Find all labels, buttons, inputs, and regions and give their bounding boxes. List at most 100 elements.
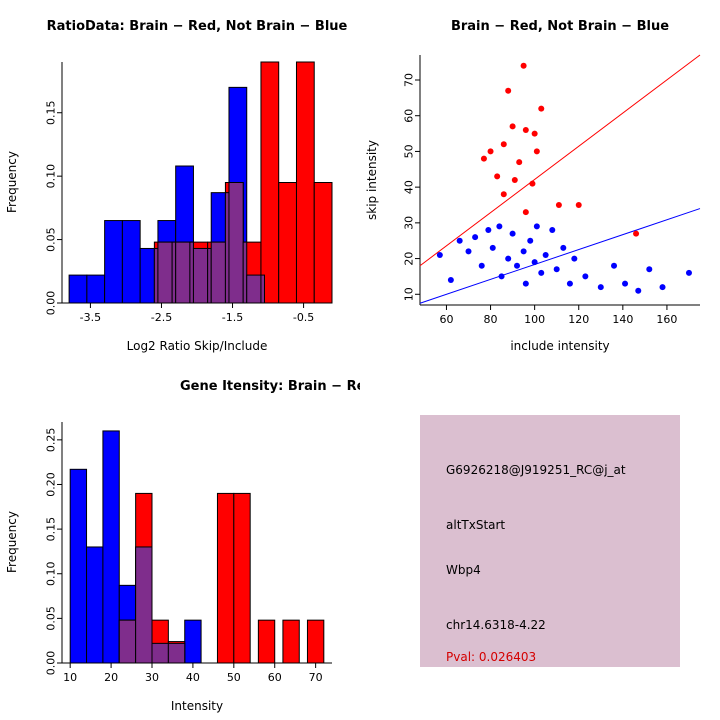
- x-tick-label: 80: [484, 313, 498, 326]
- hist-bar-overlap: [151, 642, 169, 664]
- scatter-point: [520, 248, 527, 255]
- scatter-point: [509, 123, 516, 130]
- y-tick-label: 0.10: [45, 561, 58, 586]
- ratio-x-axis-label: Log2 Ratio Skip/Include: [127, 339, 268, 353]
- scatter-point: [511, 177, 518, 183]
- regression-line: [419, 54, 701, 267]
- scatter-point: [447, 277, 454, 283]
- x-tick-label: -2.5: [151, 311, 172, 324]
- scatter-point: [633, 230, 640, 237]
- scatter-point: [571, 255, 578, 262]
- hist-bar-blue: [121, 220, 141, 304]
- scatter-point: [533, 223, 540, 230]
- hist-bar-red: [306, 619, 325, 664]
- x-tick-label: -0.5: [293, 311, 314, 324]
- y-tick-label: 50: [403, 144, 416, 158]
- y-tick-label: 0.00: [45, 291, 58, 316]
- scatter-point: [496, 223, 503, 230]
- probe-id-text: G6926218@J919251_RC@j_at: [446, 463, 626, 477]
- x-tick-label: 50: [227, 671, 241, 684]
- ratio-histogram-panel: RatioData: Brain − Red, Not Brain − Blue…: [5, 19, 348, 353]
- x-tick-label: 30: [145, 671, 159, 684]
- ratio-plot-area: -3.5 -2.5 -1.5 -0.5 0.00 0.05 0.10 0.15: [45, 61, 333, 324]
- chromosome-location-text: chr14.6318-4.22: [446, 618, 546, 632]
- ratio-chart-title: RatioData: Brain − Red, Not Brain − Blue: [47, 19, 348, 34]
- scatter-point: [456, 237, 463, 244]
- y-tick-label: 0.05: [45, 227, 58, 252]
- scatter-point: [522, 280, 529, 287]
- scatter-plot-area: 60 80 100 120 140 160 10 20 30 40 50 60 70: [403, 54, 701, 326]
- scatter-point: [514, 262, 521, 269]
- hist-bar-overlap: [118, 619, 137, 664]
- gene-x-axis-label: Intensity: [171, 699, 223, 713]
- hist-bar-red: [295, 61, 315, 304]
- hist-bar-red: [260, 61, 280, 304]
- hist-bar-red: [313, 182, 333, 304]
- hist-bar-overlap: [167, 642, 186, 664]
- scatter-point: [538, 269, 545, 276]
- hist-bar-overlap: [260, 274, 265, 304]
- hist-bar-overlap: [224, 192, 230, 304]
- hist-bar-blue: [68, 274, 88, 304]
- scatter-point: [538, 105, 545, 112]
- y-tick-label: 40: [403, 180, 416, 194]
- x-tick-label: -3.5: [80, 311, 101, 324]
- x-tick-label: 140: [612, 313, 633, 326]
- scatter-point: [685, 269, 692, 276]
- hist-bar-red: [216, 492, 235, 664]
- scatter-point: [575, 202, 582, 208]
- x-tick-label: 60: [439, 313, 453, 326]
- scatter-point: [622, 280, 629, 287]
- gene-histogram-panel: Gene Itensity: Brain − Red, Not Brain − …: [5, 379, 360, 713]
- hist-bar-overlap: [171, 241, 177, 304]
- scatter-point: [659, 284, 666, 291]
- scatter-point: [531, 259, 538, 266]
- scatter-point: [527, 237, 534, 244]
- scatter-point: [509, 230, 516, 237]
- hist-bar-overlap: [242, 241, 248, 304]
- scatter-panel: Brain − Red, Not Brain − Blue include in…: [365, 19, 701, 353]
- scatter-point: [480, 155, 487, 162]
- hist-bar-blue: [184, 619, 202, 664]
- x-tick-label: 70: [309, 671, 323, 684]
- hist-bar-overlap: [153, 247, 159, 304]
- hist-bar-overlap: [135, 546, 153, 664]
- hist-bar-overlap: [246, 274, 262, 304]
- hist-bar-red: [257, 619, 276, 664]
- y-tick-label: 0.10: [45, 164, 58, 189]
- scatter-point: [560, 244, 567, 251]
- scatter-point: [500, 191, 507, 198]
- hist-bar-overlap: [189, 241, 194, 304]
- scatter-point: [485, 227, 492, 233]
- scatter-point: [487, 148, 494, 155]
- x-tick-label: 40: [186, 671, 200, 684]
- hist-bar-red: [278, 182, 297, 304]
- y-tick-label: 20: [403, 252, 416, 266]
- hist-bar-overlap: [175, 241, 191, 304]
- scatter-point: [520, 62, 527, 69]
- scatter-point: [472, 234, 479, 241]
- pval-text: Pval: 0.026403: [446, 650, 537, 664]
- hist-bar-blue: [102, 430, 120, 664]
- x-tick-label: 20: [104, 671, 118, 684]
- y-tick-label: 0.15: [45, 517, 58, 542]
- scatter-point: [436, 252, 443, 258]
- hist-bar-blue: [86, 546, 104, 664]
- scatter-point: [542, 252, 549, 258]
- info-box: G6926218@J919251_RC@j_at altTxStart Wbp4…: [420, 415, 680, 667]
- x-tick-label: 120: [568, 313, 589, 326]
- y-tick-label: 70: [403, 73, 416, 87]
- x-tick-label: 60: [268, 671, 282, 684]
- regression-line: [419, 208, 701, 304]
- gene-name-text: Wbp4: [446, 563, 481, 577]
- y-tick-label: 10: [403, 287, 416, 301]
- hist-bar-overlap: [207, 247, 212, 304]
- scatter-x-axis-label: include intensity: [510, 339, 609, 353]
- x-tick-label: -1.5: [222, 311, 243, 324]
- scatter-point: [531, 130, 538, 137]
- y-tick-label: 0.00: [45, 651, 58, 676]
- scatter-point: [582, 273, 589, 280]
- scatter-point: [566, 280, 573, 287]
- info-panel: G6926218@J919251_RC@j_at altTxStart Wbp4…: [360, 360, 720, 720]
- event-type-text: altTxStart: [446, 518, 506, 532]
